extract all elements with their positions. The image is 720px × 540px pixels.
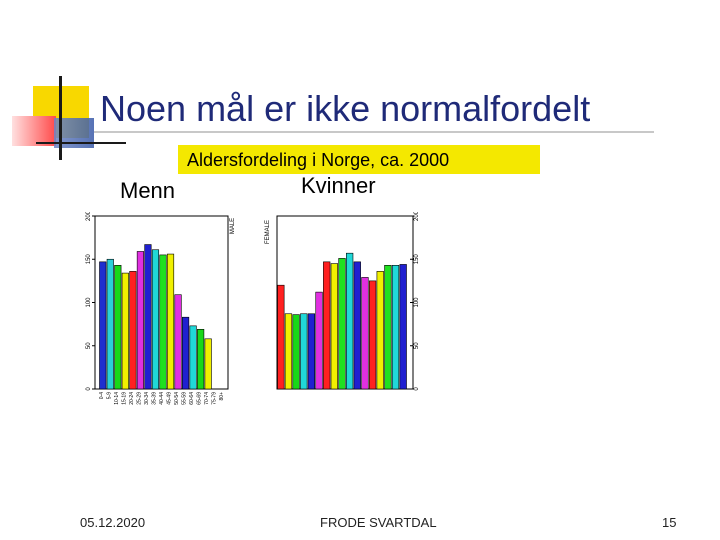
footer-date: 05.12.2020 [80,515,146,530]
x-tick-label: 50-54 [174,392,180,405]
x-tick-label: 75-79 [212,392,218,405]
y-tick-label: 50 [414,342,420,349]
y-tick-label: 50 [86,342,92,349]
bar [300,313,308,390]
bar [174,294,182,390]
bar [346,252,354,390]
bar [376,271,384,390]
bar [368,280,377,390]
x-tick-label: 20-24 [129,392,135,405]
x-tick-label: 10-14 [114,392,120,405]
x-tick-label: 55-59 [182,392,188,405]
x-tick-label: 40-44 [159,392,165,405]
bar [136,251,144,390]
bar [144,244,152,390]
y-tick-label: 100 [86,297,92,308]
chart-men: 0 50 100 150 200 MALE 0-4 5-9 10-14 15-19 20-24 25-… [86,212,236,405]
bar [129,271,137,390]
x-tick-label: 15-19 [121,392,127,405]
x-tick-label: 30-34 [144,392,150,405]
x-tick-label: 80+ [219,392,225,401]
bar [399,264,407,390]
bar [307,313,316,390]
bar [391,265,400,390]
footer-page-number: 15 [662,515,677,530]
bar [384,265,392,390]
chart-side-label: MALE [230,218,236,234]
y-tick-label: 0 [414,387,420,391]
title-underline [94,131,654,133]
bar [323,261,331,390]
label-women: Kvinner [301,173,376,198]
bar [353,261,361,390]
x-tick-label: 35-39 [151,392,157,405]
slide-title: Noen mål er ikke normalfordelt [100,88,591,129]
bar [277,284,285,390]
bar [338,258,346,390]
bar [159,254,167,390]
x-tick-label: 0-4 [99,392,105,399]
footer-author: FRODE SVARTDAL [320,515,437,530]
deco-horizontal-line [36,142,126,144]
chart-women: 0 50 100 150 200 FEMALE [265,212,420,391]
bar [204,338,212,390]
bar [106,258,114,390]
bar [121,272,129,390]
x-tick-label: 25-29 [136,392,142,405]
bar [197,329,205,390]
bar [292,314,300,390]
x-tick-label: 60-64 [189,392,195,405]
x-tick-label: 45-49 [167,392,173,405]
bar [166,253,175,390]
y-tick-label: 150 [414,254,420,265]
bar [151,249,160,390]
slide-subtitle: Aldersfordeling i Norge, ca. 2000 [187,150,450,170]
y-tick-label: 200 [86,212,92,221]
bar [361,277,369,390]
chart-side-label: FEMALE [265,220,271,244]
label-men: Menn [120,178,176,203]
bar [99,261,107,390]
x-tick-label: 65-69 [197,392,203,405]
x-tick-label: 5-9 [106,392,112,399]
subtitle-highlight [178,145,540,174]
y-tick-label: 150 [86,254,92,265]
bar [182,316,190,390]
bar [315,291,323,390]
y-tick-label: 200 [414,212,420,221]
bar [284,313,293,390]
deco-vertical-line [59,76,62,160]
bar [114,265,122,390]
x-tick-label: 70-74 [204,392,210,405]
bar [330,263,338,390]
deco-red-bar [12,116,56,146]
y-tick-label: 0 [86,387,92,391]
bar [189,325,197,390]
y-tick-label: 100 [414,297,420,308]
